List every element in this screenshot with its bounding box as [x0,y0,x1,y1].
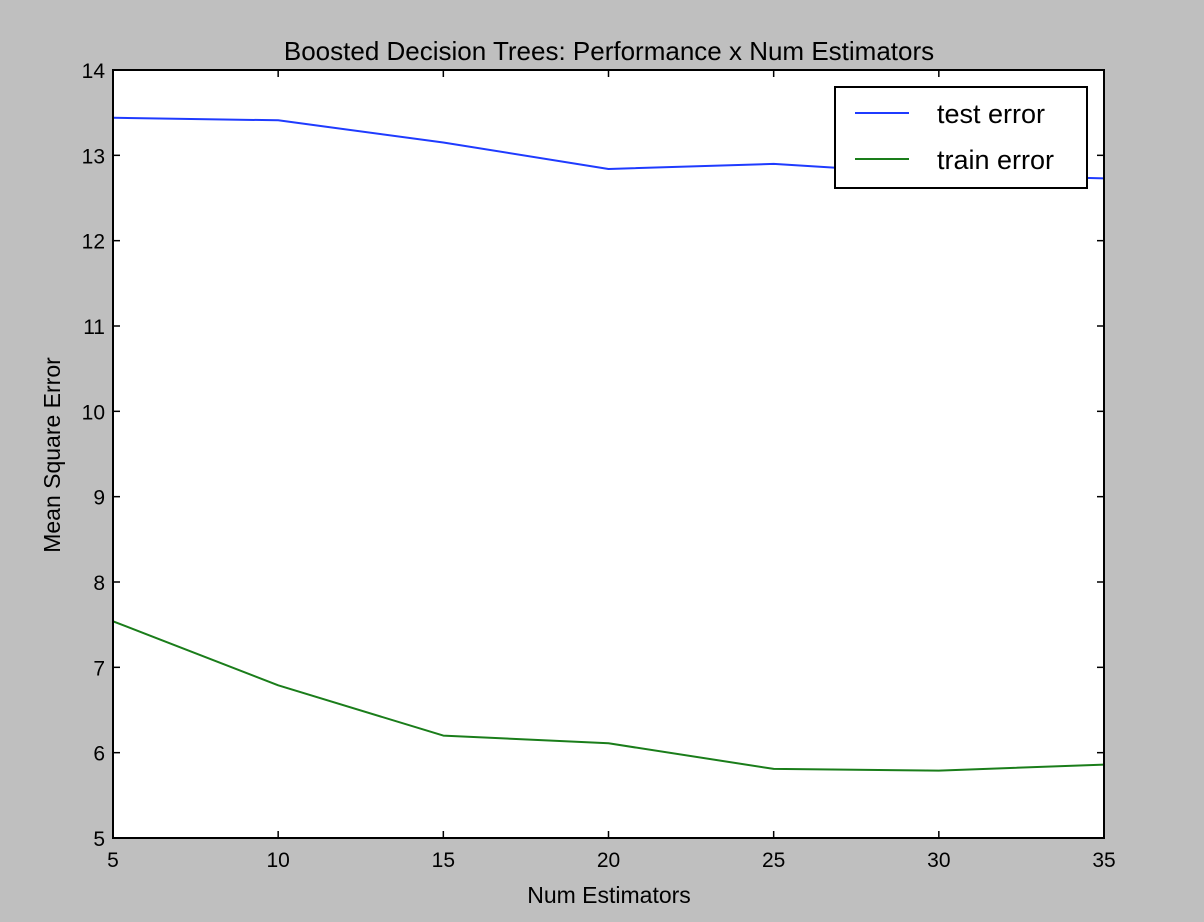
legend-label-1: train error [937,145,1054,175]
series-line-1 [112,620,1105,772]
plot-area [113,70,1104,838]
legend: test error train error [834,86,1088,189]
y-tick-label: 7 [93,657,105,680]
legend-box [834,86,1088,189]
plot-frame [112,69,1105,839]
y-axis-label: Mean Square Error [39,357,65,553]
x-tick-label: 20 [597,849,620,872]
x-tick-label: 15 [432,849,455,872]
axis-ticks: 5 10 15 20 25 30 35 5 6 7 8 9 10 11 12 13 14 [82,60,1116,872]
x-tick-label: 30 [927,849,950,872]
y-tick-label: 8 [93,572,105,595]
y-tick-label: 12 [82,231,105,254]
x-axis-label: Num Estimators [527,882,691,908]
chart-title: Boosted Decision Trees: Performance x Nu… [284,36,934,66]
y-tick-label: 14 [82,60,106,83]
x-tick-label: 25 [762,849,785,872]
y-tick-label: 9 [93,487,105,510]
y-tick-label: 6 [93,743,105,766]
y-tick-label: 13 [82,145,105,168]
legend-label-0: test error [937,99,1045,129]
x-tick-label: 10 [266,849,289,872]
x-tick-label: 35 [1092,849,1115,872]
y-tick-label: 10 [82,401,105,424]
x-tick-label: 5 [107,849,119,872]
y-tick-label: 5 [93,828,105,851]
y-tick-label: 11 [83,316,105,339]
